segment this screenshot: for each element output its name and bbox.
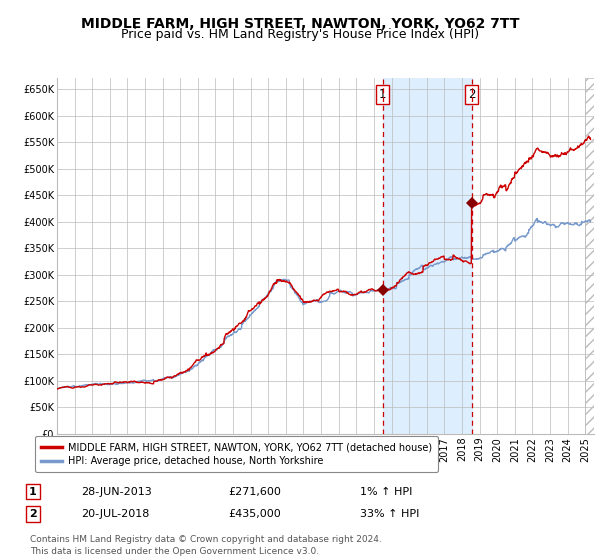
Text: 28-JUN-2013: 28-JUN-2013 — [81, 487, 152, 497]
Text: 20-JUL-2018: 20-JUL-2018 — [81, 509, 149, 519]
Legend: MIDDLE FARM, HIGH STREET, NAWTON, YORK, YO62 7TT (detached house), HPI: Average : MIDDLE FARM, HIGH STREET, NAWTON, YORK, … — [35, 436, 438, 472]
Text: 2: 2 — [468, 88, 475, 101]
Bar — [383, 78, 472, 434]
Text: 1% ↑ HPI: 1% ↑ HPI — [360, 487, 412, 497]
Text: £271,600: £271,600 — [228, 487, 281, 497]
Text: £435,000: £435,000 — [228, 509, 281, 519]
Text: 1: 1 — [29, 487, 37, 497]
Text: Price paid vs. HM Land Registry's House Price Index (HPI): Price paid vs. HM Land Registry's House … — [121, 28, 479, 41]
Text: 1: 1 — [379, 88, 386, 101]
Text: 2: 2 — [29, 509, 37, 519]
Text: Contains HM Land Registry data © Crown copyright and database right 2024.
This d: Contains HM Land Registry data © Crown c… — [30, 535, 382, 556]
Text: 33% ↑ HPI: 33% ↑ HPI — [360, 509, 419, 519]
Text: MIDDLE FARM, HIGH STREET, NAWTON, YORK, YO62 7TT: MIDDLE FARM, HIGH STREET, NAWTON, YORK, … — [81, 17, 519, 31]
